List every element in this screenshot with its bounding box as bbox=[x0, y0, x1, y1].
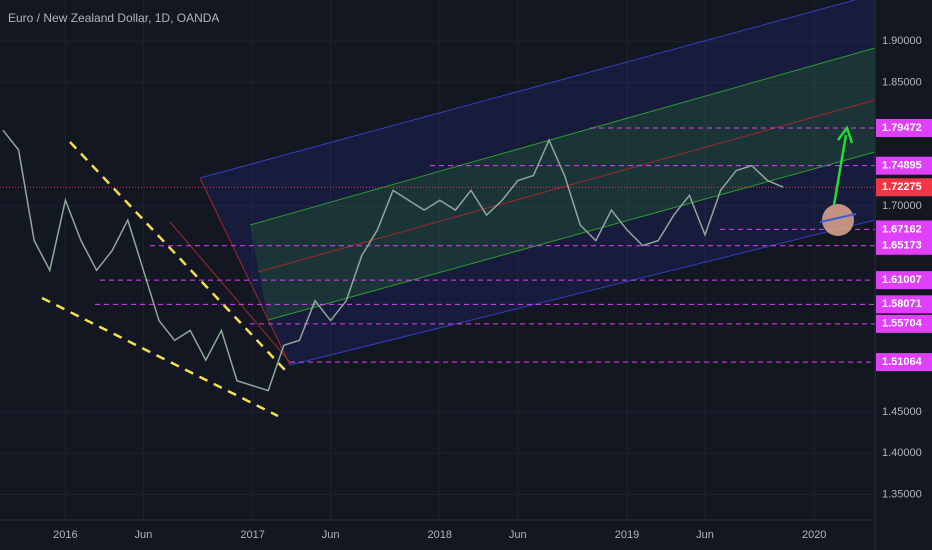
series bbox=[2, 129, 784, 392]
level-label: 1.55704 bbox=[882, 318, 923, 330]
x-tick-label: 2019 bbox=[615, 529, 639, 541]
x-tick-label: 2016 bbox=[53, 529, 77, 541]
arrow bbox=[832, 134, 848, 206]
last-price-label: 1.72275 bbox=[882, 181, 922, 193]
chart-title: Euro / New Zealand Dollar, 1D, OANDA bbox=[8, 11, 219, 25]
x-tick-label: 2017 bbox=[240, 529, 264, 541]
level-label: 1.58071 bbox=[882, 298, 922, 310]
target-circle bbox=[822, 204, 854, 236]
y-tick-label: 1.45000 bbox=[882, 406, 922, 418]
pitchfork-base bbox=[199, 177, 291, 366]
x-tick-label: Jun bbox=[135, 529, 153, 541]
y-tick-label: 1.40000 bbox=[882, 447, 922, 459]
channel-outer-fill bbox=[200, 0, 875, 365]
level-label-bg bbox=[876, 156, 932, 175]
arrow-head bbox=[837, 125, 854, 144]
x-tick-label: 2018 bbox=[428, 529, 452, 541]
price-axis: 1.35000 1.40000 1.45000 1.70000 1.85000 1.900… bbox=[876, 35, 932, 500]
y-tick-label: 1.35000 bbox=[882, 488, 922, 500]
level-label: 1.65173 bbox=[882, 240, 922, 252]
y-tick-label: 1.70000 bbox=[882, 200, 922, 212]
x-tick-label: Jun bbox=[696, 529, 714, 541]
channel-inner-upper bbox=[249, 47, 876, 226]
circle-line bbox=[819, 213, 857, 223]
trendline bbox=[41, 296, 279, 418]
channel-inner-fill bbox=[250, 48, 875, 320]
x-tick-label: Jun bbox=[322, 529, 340, 541]
channel-upper bbox=[199, 0, 856, 179]
x-tick-label: Jun bbox=[509, 529, 527, 541]
level-label: 1.61007 bbox=[882, 274, 922, 286]
grid bbox=[0, 0, 875, 520]
level-label-bg bbox=[876, 295, 932, 314]
channel-inner-lower bbox=[267, 151, 876, 321]
level-label: 1.67162 bbox=[882, 223, 922, 235]
level-label-bg bbox=[876, 314, 932, 333]
level-label-bg bbox=[876, 271, 932, 290]
y-tick-label: 1.85000 bbox=[882, 76, 922, 88]
price-line bbox=[2, 129, 784, 392]
trendline bbox=[69, 141, 286, 371]
level-label: 1.74895 bbox=[882, 160, 922, 172]
level-label: 1.79472 bbox=[882, 122, 922, 134]
level-label-bg bbox=[876, 353, 932, 372]
level-label-bg bbox=[876, 118, 932, 137]
channel-median bbox=[257, 99, 876, 273]
level-label-bg bbox=[876, 220, 932, 239]
level-label: 1.51064 bbox=[882, 356, 923, 368]
x-tick-label: 2020 bbox=[802, 529, 826, 541]
channel-lower bbox=[289, 219, 876, 366]
last-price-bg bbox=[876, 178, 932, 197]
level-label-bg bbox=[876, 236, 932, 255]
y-tick-label: 1.90000 bbox=[882, 35, 922, 47]
